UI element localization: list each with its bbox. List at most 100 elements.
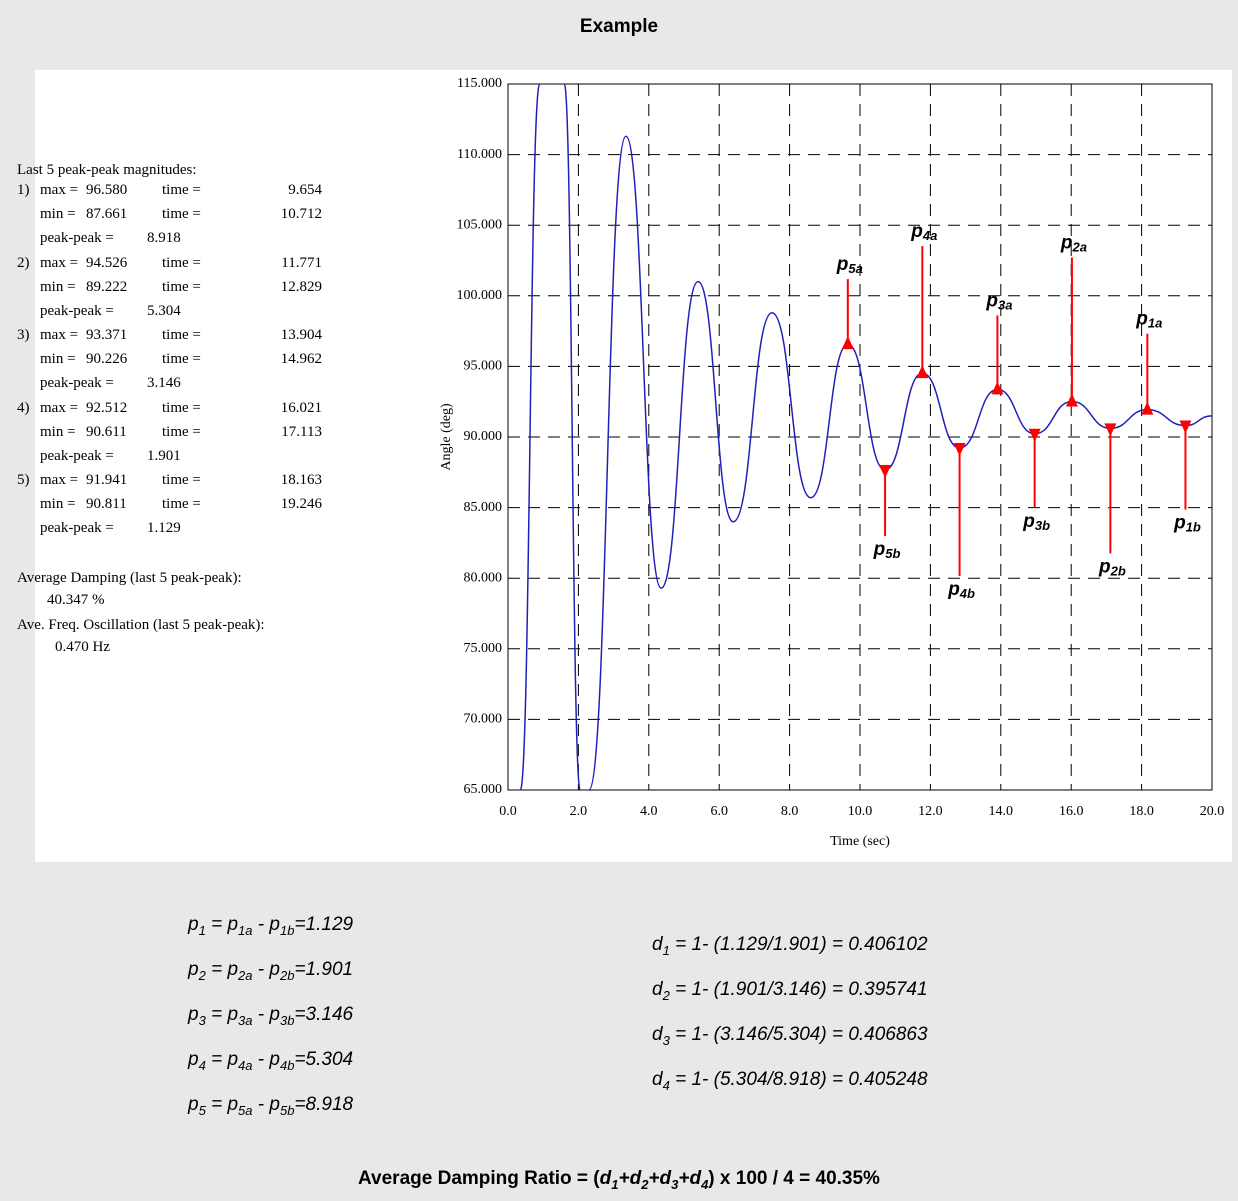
summary-text: peak-peak =: [40, 520, 114, 536]
annotation-label: p5a: [836, 254, 863, 276]
formula-subscript: 1: [662, 942, 670, 958]
y-tick-label: 75.000: [464, 641, 503, 656]
summary-text: 3): [17, 327, 30, 343]
summary-text: Average Damping (last 5 peak-peak):: [17, 570, 242, 586]
summary-text: 2): [17, 254, 30, 271]
formula-text: =1.129: [294, 914, 354, 935]
annotation-label: p3b: [1022, 511, 1050, 533]
formula-subscript: 3a: [238, 1012, 253, 1028]
x-axis-label: Time (sec): [830, 834, 890, 849]
formula-text: = 1- (1.901/3.146) = 0.395741: [669, 979, 928, 1000]
x-tick-label: 20.0: [1200, 804, 1225, 819]
summary-text: 4): [17, 399, 30, 416]
summary-text: 90.811: [86, 496, 127, 512]
x-tick-label: 0.0: [499, 804, 517, 819]
annotation-text: p: [947, 579, 960, 600]
x-tick-label: 6.0: [710, 804, 728, 819]
summary-text: 18.163: [280, 472, 322, 488]
arrow-head: [1179, 420, 1192, 434]
formula-subscript: 3: [662, 1032, 670, 1048]
y-tick-label: 115.000: [457, 76, 502, 91]
summary-text: 40.347 %: [47, 592, 105, 608]
formula-text: d: [599, 1168, 612, 1189]
summary-text: time =: [162, 423, 201, 440]
y-tick-label: 65.000: [464, 782, 503, 797]
annotation-sub: 1b: [1186, 520, 1201, 535]
plot-frame: [507, 83, 1213, 791]
formula-subscript: 4: [198, 1057, 206, 1073]
summary-text: max =: [40, 327, 79, 343]
summary-text: 92.512: [86, 399, 128, 416]
formula-text: +d: [678, 1168, 702, 1189]
annotation-text: p: [985, 290, 998, 311]
annotation-sub: 3b: [1035, 518, 1050, 533]
formula-text: d: [652, 1069, 663, 1090]
summary-text: time =: [162, 472, 201, 488]
annotation-text: p: [873, 539, 886, 560]
formula-subscript: 1a: [238, 922, 253, 938]
x-tick-label: 16.0: [1059, 804, 1084, 819]
summary-text: 13.904: [280, 327, 322, 343]
annotation-text: p: [1135, 309, 1148, 330]
summary-text: 0.470 Hz: [55, 639, 110, 655]
peak-formula: p2 = p2a - p2b=1.901: [188, 959, 353, 987]
formula-text: = 1- (3.146/5.304) = 0.406863: [669, 1024, 928, 1045]
title: Example: [579, 16, 659, 37]
summary-text: 17.113: [281, 423, 322, 440]
content-panel: [35, 70, 1232, 862]
summary-text: 90.226: [86, 351, 128, 367]
peak-formula: p5 = p5a - p5b=8.918: [188, 1094, 353, 1122]
formula-text: = 1- (1.129/1.901) = 0.406102: [669, 934, 928, 955]
formula-text: ) x 100 / 4 = 40.35%: [708, 1168, 880, 1189]
formula-text: d: [652, 934, 663, 955]
arrow-head: [1028, 428, 1041, 442]
summary-text: 12.829: [280, 278, 322, 295]
y-axis-label: Angle (deg): [439, 403, 454, 471]
annotation-text: p: [1060, 233, 1073, 254]
summary-text: time =: [162, 182, 201, 198]
y-tick-label: 95.000: [464, 359, 503, 374]
formula-text: = p: [205, 959, 239, 980]
summary-text: min =: [40, 496, 76, 512]
formula-subscript: 2a: [238, 967, 253, 983]
annotation-sub: 5b: [885, 546, 900, 561]
summary-text: 5.304: [147, 302, 181, 319]
summary-text: 90.611: [86, 423, 127, 440]
summary-text: time =: [162, 399, 201, 416]
x-tick-label: 2.0: [570, 804, 588, 819]
arrow-head: [991, 381, 1004, 395]
formula-text: =3.146: [294, 1004, 354, 1025]
summary-text: peak-peak =: [40, 447, 114, 464]
summary-text: 9.654: [288, 182, 322, 198]
y-tick-label: 70.000: [464, 712, 503, 727]
damping-formula: d1 = 1- (1.129/1.901) = 0.406102: [652, 934, 928, 962]
formula-text: - p: [252, 1049, 280, 1070]
summary-text: peak-peak =: [40, 375, 114, 391]
summary-text: 89.222: [86, 278, 128, 295]
annotation-text: p: [1173, 513, 1186, 534]
arrow-head: [1104, 423, 1117, 437]
formula-text: p: [188, 959, 199, 980]
arrow-head: [1065, 393, 1078, 407]
result-formula: Average Damping Ratio = (d1+d2+d3+d4) x …: [0, 1168, 1238, 1192]
formula-subscript: 4: [701, 1176, 709, 1192]
arrow-head: [916, 365, 929, 379]
formula-text: +d: [618, 1168, 642, 1189]
summary-text: time =: [162, 278, 201, 295]
summary-text: max =: [40, 254, 79, 271]
annotation-text: p: [836, 254, 849, 275]
arrow-head: [1141, 401, 1154, 415]
formula-subscript: 4: [662, 1077, 670, 1093]
summary-text: 8.918: [147, 230, 181, 246]
formula-text: p: [188, 1094, 199, 1115]
summary-text: max =: [40, 182, 79, 198]
summary-text: 96.580: [86, 182, 128, 198]
annotation-sub: 1a: [1148, 316, 1162, 331]
formula-text: - p: [252, 959, 280, 980]
summary-text: max =: [40, 472, 79, 488]
formula-text: p: [188, 1049, 199, 1070]
summary-text: peak-peak =: [40, 230, 114, 246]
formula-subscript: 1b: [279, 922, 295, 938]
summary-text: 91.941: [86, 472, 128, 488]
